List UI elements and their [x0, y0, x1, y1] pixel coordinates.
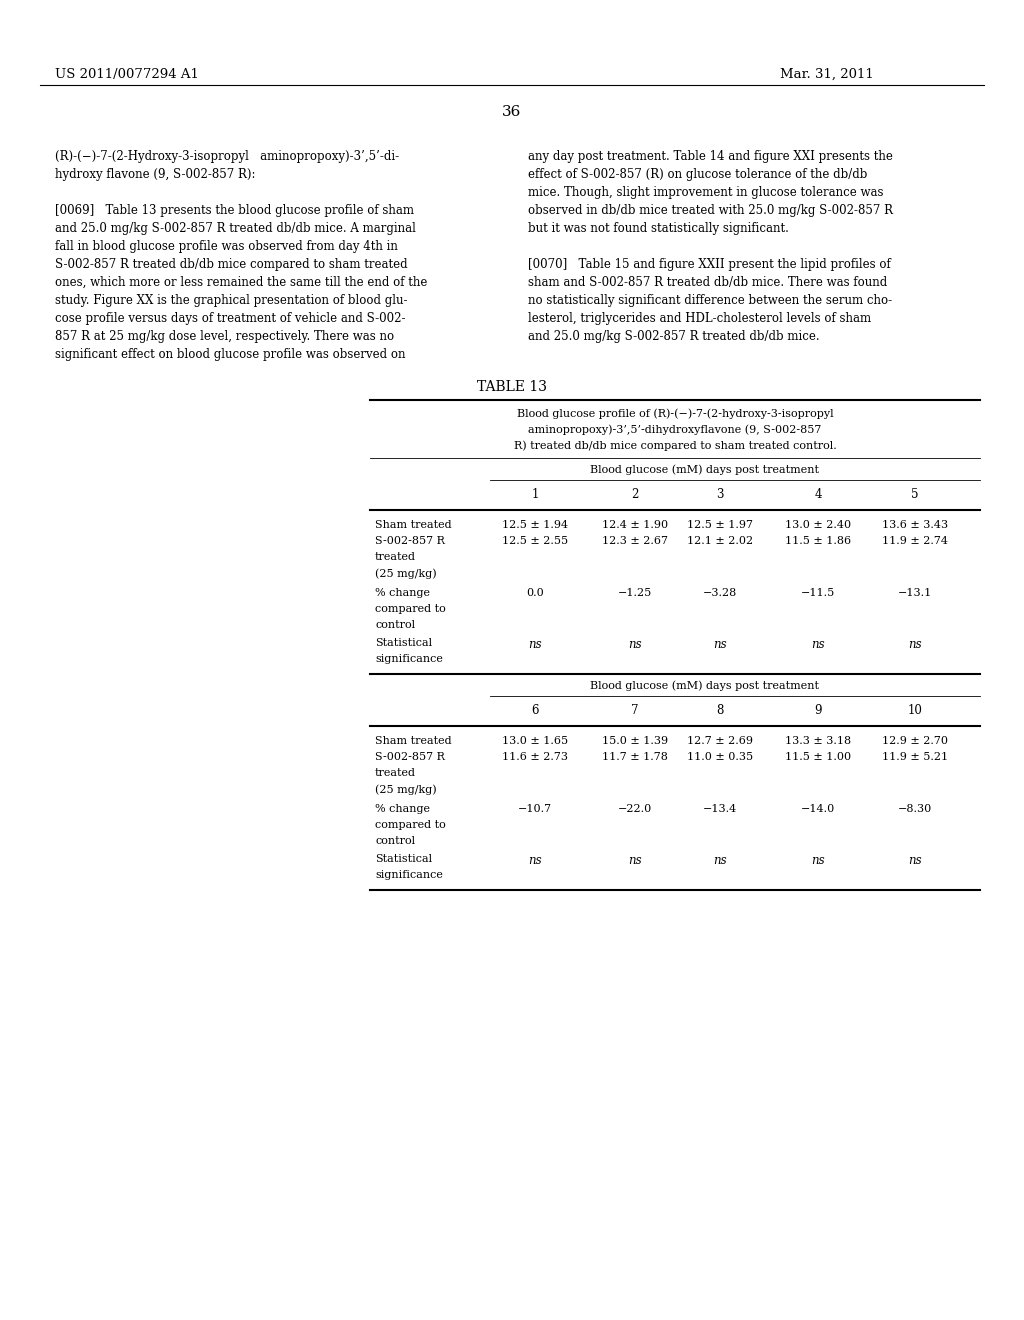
- Text: any day post treatment. Table 14 and figure XXI presents the: any day post treatment. Table 14 and fig…: [528, 150, 893, 162]
- Text: 8: 8: [717, 704, 724, 717]
- Text: 36: 36: [503, 106, 521, 119]
- Text: treated: treated: [375, 552, 416, 562]
- Text: (25 mg/kg): (25 mg/kg): [375, 568, 436, 578]
- Text: 11.9 ± 5.21: 11.9 ± 5.21: [882, 752, 948, 762]
- Text: Sham treated: Sham treated: [375, 737, 452, 746]
- Text: −8.30: −8.30: [898, 804, 932, 814]
- Text: 12.5 ± 1.97: 12.5 ± 1.97: [687, 520, 753, 531]
- Text: ns: ns: [713, 854, 727, 867]
- Text: −11.5: −11.5: [801, 587, 836, 598]
- Text: significance: significance: [375, 653, 442, 664]
- Text: ns: ns: [811, 854, 824, 867]
- Text: Statistical: Statistical: [375, 638, 432, 648]
- Text: 857 R at 25 mg/kg dose level, respectively. There was no: 857 R at 25 mg/kg dose level, respective…: [55, 330, 394, 343]
- Text: ns: ns: [628, 854, 642, 867]
- Text: 3: 3: [716, 488, 724, 502]
- Text: significant effect on blood glucose profile was observed on: significant effect on blood glucose prof…: [55, 348, 406, 360]
- Text: and 25.0 mg/kg S-002-857 R treated db/db mice.: and 25.0 mg/kg S-002-857 R treated db/db…: [528, 330, 819, 343]
- Text: TABLE 13: TABLE 13: [477, 380, 547, 393]
- Text: and 25.0 mg/kg S-002-857 R treated db/db mice. A marginal: and 25.0 mg/kg S-002-857 R treated db/db…: [55, 222, 416, 235]
- Text: 13.0 ± 2.40: 13.0 ± 2.40: [785, 520, 851, 531]
- Text: US 2011/0077294 A1: US 2011/0077294 A1: [55, 69, 199, 81]
- Text: Mar. 31, 2011: Mar. 31, 2011: [780, 69, 873, 81]
- Text: 10: 10: [907, 704, 923, 717]
- Text: 11.5 ± 1.00: 11.5 ± 1.00: [785, 752, 851, 762]
- Text: 12.5 ± 1.94: 12.5 ± 1.94: [502, 520, 568, 531]
- Text: −10.7: −10.7: [518, 804, 552, 814]
- Text: ns: ns: [528, 638, 542, 651]
- Text: 11.0 ± 0.35: 11.0 ± 0.35: [687, 752, 753, 762]
- Text: 12.3 ± 2.67: 12.3 ± 2.67: [602, 536, 668, 546]
- Text: hydroxy flavone (9, S-002-857 R):: hydroxy flavone (9, S-002-857 R):: [55, 168, 256, 181]
- Text: ns: ns: [528, 854, 542, 867]
- Text: sham and S-002-857 R treated db/db mice. There was found: sham and S-002-857 R treated db/db mice.…: [528, 276, 887, 289]
- Text: 4: 4: [814, 488, 821, 502]
- Text: ns: ns: [908, 854, 922, 867]
- Text: observed in db/db mice treated with 25.0 mg/kg S-002-857 R: observed in db/db mice treated with 25.0…: [528, 205, 893, 216]
- Text: (25 mg/kg): (25 mg/kg): [375, 784, 436, 795]
- Text: −13.1: −13.1: [898, 587, 932, 598]
- Text: no statistically significant difference between the serum cho-: no statistically significant difference …: [528, 294, 892, 308]
- Text: S-002-857 R: S-002-857 R: [375, 536, 444, 546]
- Text: aminopropoxy)-3’,5’-dihydroxyflavone (9, S-002-857: aminopropoxy)-3’,5’-dihydroxyflavone (9,…: [528, 424, 821, 434]
- Text: 7: 7: [631, 704, 639, 717]
- Text: but it was not found statistically significant.: but it was not found statistically signi…: [528, 222, 788, 235]
- Text: mice. Though, slight improvement in glucose tolerance was: mice. Though, slight improvement in gluc…: [528, 186, 884, 199]
- Text: ns: ns: [628, 638, 642, 651]
- Text: 12.7 ± 2.69: 12.7 ± 2.69: [687, 737, 753, 746]
- Text: −14.0: −14.0: [801, 804, 836, 814]
- Text: 9: 9: [814, 704, 821, 717]
- Text: −13.4: −13.4: [702, 804, 737, 814]
- Text: 12.4 ± 1.90: 12.4 ± 1.90: [602, 520, 668, 531]
- Text: Blood glucose profile of (R)-(−)-7-(2-hydroxy-3-isopropyl: Blood glucose profile of (R)-(−)-7-(2-hy…: [517, 408, 834, 418]
- Text: −1.25: −1.25: [617, 587, 652, 598]
- Text: cose profile versus days of treatment of vehicle and S-002-: cose profile versus days of treatment of…: [55, 312, 406, 325]
- Text: control: control: [375, 620, 415, 630]
- Text: treated: treated: [375, 768, 416, 777]
- Text: [0070]   Table 15 and figure XXII present the lipid profiles of: [0070] Table 15 and figure XXII present …: [528, 257, 891, 271]
- Text: control: control: [375, 836, 415, 846]
- Text: Statistical: Statistical: [375, 854, 432, 865]
- Text: (R)-(−)-7-(2-Hydroxy-3-isopropyl   aminopropoxy)-3’,5’-di-: (R)-(−)-7-(2-Hydroxy-3-isopropyl aminopr…: [55, 150, 399, 162]
- Text: 12.5 ± 2.55: 12.5 ± 2.55: [502, 536, 568, 546]
- Text: 11.9 ± 2.74: 11.9 ± 2.74: [882, 536, 948, 546]
- Text: Sham treated: Sham treated: [375, 520, 452, 531]
- Text: S-002-857 R: S-002-857 R: [375, 752, 444, 762]
- Text: 12.9 ± 2.70: 12.9 ± 2.70: [882, 737, 948, 746]
- Text: [0069]   Table 13 presents the blood glucose profile of sham: [0069] Table 13 presents the blood gluco…: [55, 205, 414, 216]
- Text: % change: % change: [375, 587, 430, 598]
- Text: 13.6 ± 3.43: 13.6 ± 3.43: [882, 520, 948, 531]
- Text: 13.3 ± 3.18: 13.3 ± 3.18: [785, 737, 851, 746]
- Text: 12.1 ± 2.02: 12.1 ± 2.02: [687, 536, 753, 546]
- Text: ns: ns: [713, 638, 727, 651]
- Text: 0.0: 0.0: [526, 587, 544, 598]
- Text: R) treated db/db mice compared to sham treated control.: R) treated db/db mice compared to sham t…: [514, 440, 837, 450]
- Text: 15.0 ± 1.39: 15.0 ± 1.39: [602, 737, 668, 746]
- Text: −3.28: −3.28: [702, 587, 737, 598]
- Text: ones, which more or less remained the same till the end of the: ones, which more or less remained the sa…: [55, 276, 427, 289]
- Text: S-002-857 R treated db/db mice compared to sham treated: S-002-857 R treated db/db mice compared …: [55, 257, 408, 271]
- Text: 11.7 ± 1.78: 11.7 ± 1.78: [602, 752, 668, 762]
- Text: study. Figure XX is the graphical presentation of blood glu-: study. Figure XX is the graphical presen…: [55, 294, 408, 308]
- Text: fall in blood glucose profile was observed from day 4th in: fall in blood glucose profile was observ…: [55, 240, 398, 253]
- Text: compared to: compared to: [375, 605, 445, 614]
- Text: 13.0 ± 1.65: 13.0 ± 1.65: [502, 737, 568, 746]
- Text: significance: significance: [375, 870, 442, 880]
- Text: ns: ns: [811, 638, 824, 651]
- Text: % change: % change: [375, 804, 430, 814]
- Text: 6: 6: [531, 704, 539, 717]
- Text: lesterol, triglycerides and HDL-cholesterol levels of sham: lesterol, triglycerides and HDL-choleste…: [528, 312, 871, 325]
- Text: 5: 5: [911, 488, 919, 502]
- Text: Blood glucose (mM) days post treatment: Blood glucose (mM) days post treatment: [591, 680, 819, 690]
- Text: Blood glucose (mM) days post treatment: Blood glucose (mM) days post treatment: [591, 465, 819, 475]
- Text: effect of S-002-857 (R) on glucose tolerance of the db/db: effect of S-002-857 (R) on glucose toler…: [528, 168, 867, 181]
- Text: 2: 2: [632, 488, 639, 502]
- Text: 1: 1: [531, 488, 539, 502]
- Text: 11.6 ± 2.73: 11.6 ± 2.73: [502, 752, 568, 762]
- Text: 11.5 ± 1.86: 11.5 ± 1.86: [785, 536, 851, 546]
- Text: −22.0: −22.0: [617, 804, 652, 814]
- Text: compared to: compared to: [375, 820, 445, 830]
- Text: ns: ns: [908, 638, 922, 651]
